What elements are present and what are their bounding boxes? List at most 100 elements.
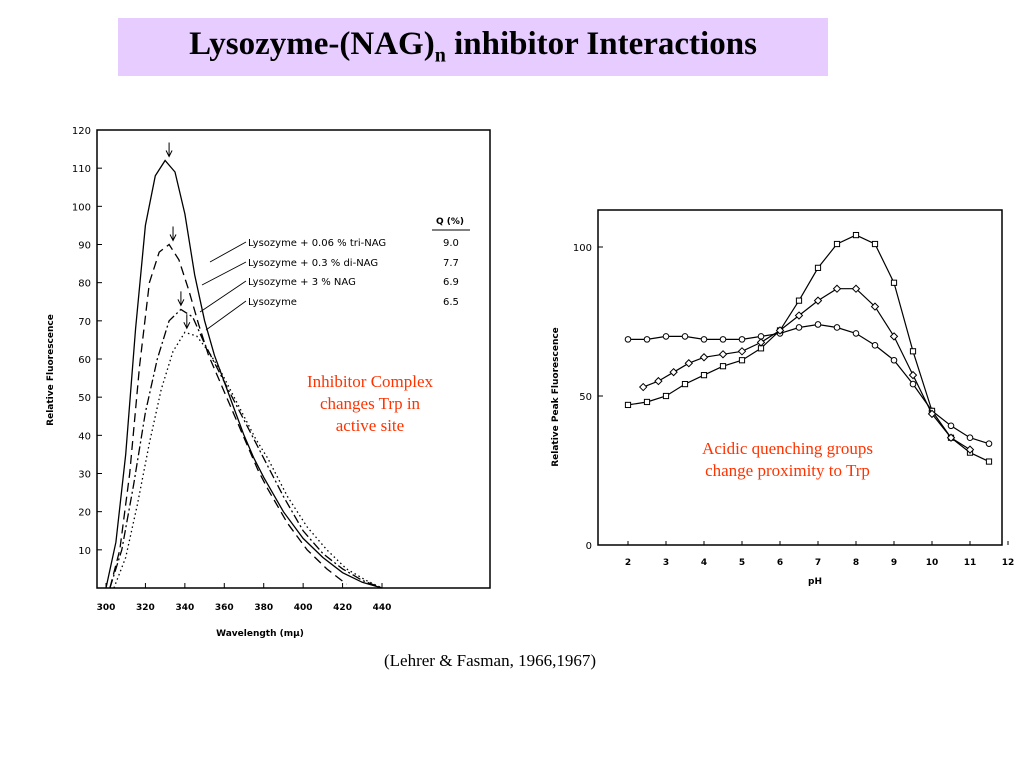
legend-leader-1 (209, 241, 247, 263)
right-series-3-point-1 (638, 382, 648, 392)
legend-q-header: Q (%) (436, 217, 464, 227)
right-series-3-point-9 (775, 326, 785, 335)
right-series-1-point-5 (700, 336, 708, 343)
right-y-axis-label: Relative Peak Fluorescence (551, 327, 561, 467)
right-series-line-2 (627, 234, 990, 463)
right-x-tick-label-8: 8 (853, 558, 859, 568)
right-x-tick-label-9: 9 (891, 558, 897, 568)
right-series-1-point-2 (643, 336, 651, 343)
arrow-peak-di-nag (169, 226, 177, 242)
legend-entry-2: Lysozyme + 0.3 % di-NAG (248, 258, 378, 269)
left-y-tick-label-100: 100 (72, 202, 91, 213)
right-x-tick-label-2: 2 (625, 558, 631, 568)
note-left-line-1: Inhibitor Complex (306, 372, 434, 391)
right-x-tick-label-7: 7 (815, 558, 821, 568)
left-x-tick-label-380: 380 (254, 603, 273, 613)
right-series-2-point-1 (624, 401, 632, 409)
right-series-2-point-2 (643, 398, 651, 406)
right-series-3-point-14 (870, 302, 880, 311)
left-x-tick-label-420: 420 (333, 603, 352, 613)
legend-q-4: 6.5 (443, 297, 459, 308)
right-plot-frame (597, 209, 1003, 546)
right-series-3-point-10 (794, 311, 804, 320)
right-y-tick-label-50: 50 (579, 392, 592, 403)
left-y-tick-label-20: 20 (78, 508, 91, 519)
right-series-1-point-20 (985, 440, 993, 447)
right-series-2-point-7 (738, 357, 746, 364)
arrow-peak-nag (177, 291, 185, 307)
left-y-tick-label-50: 50 (78, 393, 91, 404)
right-series-3-point-12 (832, 284, 842, 293)
right-series-3-point-6 (718, 350, 728, 359)
right-series-2-point-15 (890, 279, 898, 286)
left-y-tick-label-110: 110 (72, 164, 91, 175)
left-series-line-2 (109, 243, 347, 589)
right-series-3-point-7 (737, 347, 747, 356)
left-series-line-3 (109, 308, 383, 589)
right-series-2-point-4 (681, 380, 689, 388)
title-box: Lysozyme-(NAG)n inhibitor Interactions (118, 18, 828, 76)
right-series-1-point-10 (795, 324, 803, 331)
right-x-axis-label: pH (808, 577, 822, 587)
right-series-1-point-18 (947, 422, 955, 430)
arrow-peak-lysozyme (183, 314, 191, 330)
right-x-tick-label-12: 12 (1002, 558, 1015, 568)
left-y-tick-label-40: 40 (78, 431, 91, 442)
right-series-2-point-6 (719, 363, 727, 370)
right-series-2-point-3 (662, 392, 670, 400)
right-series-2-point-12 (833, 240, 841, 248)
right-series-2-point-5 (700, 372, 708, 379)
right-series-3-point-19 (965, 445, 975, 454)
left-x-tick-label-300: 300 (97, 603, 116, 613)
note-left-line-3: active site (335, 416, 405, 435)
left-x-tick-label-360: 360 (215, 603, 234, 613)
right-x-tick-label-3: 3 (663, 558, 669, 568)
right-x-tick-label-11: 11 (964, 558, 977, 568)
left-y-axis-label: Relative Fluorescence (46, 314, 56, 426)
title-subscript: n (434, 44, 446, 67)
right-series-3-point-18 (946, 433, 956, 442)
left-y-tick-label-60: 60 (78, 355, 91, 366)
right-series-line-3 (642, 288, 971, 451)
right-series-2-point-16 (909, 348, 917, 355)
left-y-tick-label-120: 120 (72, 126, 91, 137)
right-series-2-point-20 (985, 458, 993, 465)
note-acidic-quenching: Acidic quenching groups change proximity… (655, 438, 920, 482)
legend-entry-1: Lysozyme + 0.06 % tri-NAG (248, 238, 386, 249)
right-series-1-point-14 (871, 342, 879, 349)
right-series-1-point-4 (681, 333, 689, 340)
right-x-tick-label-10: 10 (926, 558, 939, 568)
right-series-1-point-12 (833, 324, 841, 331)
note-right-line-1: Acidic quenching groups (702, 439, 873, 458)
right-y-tick-label-0: 0 (586, 541, 592, 552)
left-x-tick-label-400: 400 (294, 603, 313, 613)
note-inhibitor-complex: Inhibitor Complex changes Trp in active … (270, 371, 470, 437)
right-series-1-point-15 (890, 356, 898, 364)
left-x-tick-label-340: 340 (175, 603, 194, 613)
right-series-3-point-2 (654, 376, 663, 386)
left-plot-frame (96, 129, 491, 589)
right-series-1-point-16 (909, 380, 917, 388)
right-x-tick-label-6: 6 (777, 558, 783, 568)
left-series-line-1 (105, 159, 383, 589)
right-series-1-point-13 (852, 330, 860, 337)
left-y-tick-label-30: 30 (78, 470, 91, 481)
arrow-peak-tri-nag (165, 142, 173, 158)
right-series-1-point-11 (814, 321, 822, 328)
slide-title: Lysozyme-(NAG)n inhibitor Interactions (189, 26, 757, 67)
legend-entry-3: Lysozyme + 3 % NAG (248, 277, 356, 288)
left-series-line-4 (113, 331, 383, 589)
right-series-1-point-3 (662, 333, 670, 340)
right-series-2-point-10 (795, 297, 803, 304)
right-series-3-point-3 (669, 367, 678, 377)
right-x-tick-label-4: 4 (701, 558, 707, 568)
right-series-1-point-19 (966, 434, 974, 442)
right-x-tick-label-5: 5 (739, 558, 745, 568)
note-left-line-2: changes Trp in (319, 394, 421, 413)
right-y-tick-label-100: 100 (573, 243, 592, 254)
left-y-tick-label-90: 90 (78, 241, 91, 252)
right-series-2-point-11 (814, 264, 822, 271)
left-y-tick-label-10: 10 (78, 546, 91, 557)
legend-leader-4 (205, 300, 247, 331)
